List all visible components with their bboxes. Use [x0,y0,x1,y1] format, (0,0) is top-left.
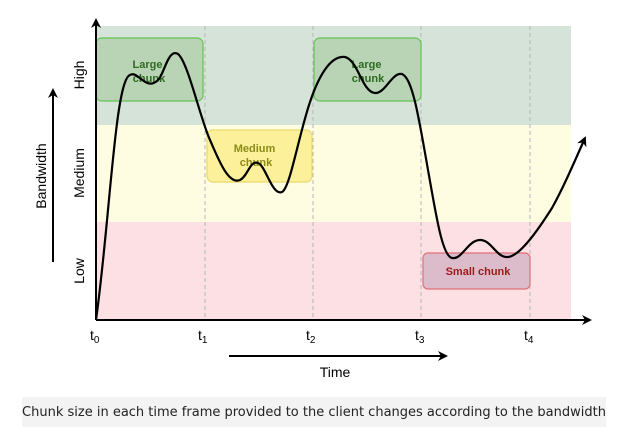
tick-t2-sub: 2 [310,335,316,346]
chunk-small-line-1: Small chunk [446,266,512,278]
tick-t0-base: t [90,327,94,343]
bandwidth-curve [94,52,587,321]
x-axis-title: Time [320,364,351,380]
chunk-large-2-box [313,37,422,102]
chunk-large-2-line-2: chunk [352,73,385,85]
chunk-small-box [422,252,531,290]
tick-t4-sub: 4 [528,335,534,346]
chunk-large-1-label: Large chunk [132,59,166,85]
chunk-medium: Medium chunk [206,129,313,183]
tick-t2-base: t [306,327,310,343]
band-label-high: High [71,61,87,90]
chunk-small: Small chunk [422,252,531,290]
tick-t0: t0 [90,327,100,346]
chunk-large-1-line-2: chunk [133,73,166,85]
chunk-large-2-line-1: Large [351,59,381,71]
band-label-low: Low [71,257,87,284]
tick-t4: t4 [524,327,534,346]
tick-t4-base: t [524,327,528,343]
band-medium [96,125,571,222]
tick-t3-base: t [415,327,419,343]
band-label-medium: Medium [71,148,87,198]
tick-t1-base: t [198,327,202,343]
tick-t2: t2 [306,327,316,346]
chunk-large-2-label: Large chunk [351,59,385,85]
tick-t0-sub: 0 [94,335,100,346]
chunk-large-2: Large chunk [313,37,422,102]
chunk-small-label: Small chunk [446,266,512,278]
tick-t1: t1 [198,327,208,346]
tick-t3-sub: 3 [419,335,425,346]
tick-t3: t3 [415,327,425,346]
tick-t1-sub: 1 [202,335,208,346]
chunk-large-1-line-1: Large [132,59,162,71]
chunk-medium-box [206,129,313,183]
caption: Chunk size in each time frame provided t… [22,397,606,427]
chunk-medium-line-1: Medium [234,143,276,155]
y-axis-title: Bandwidth [33,143,49,208]
